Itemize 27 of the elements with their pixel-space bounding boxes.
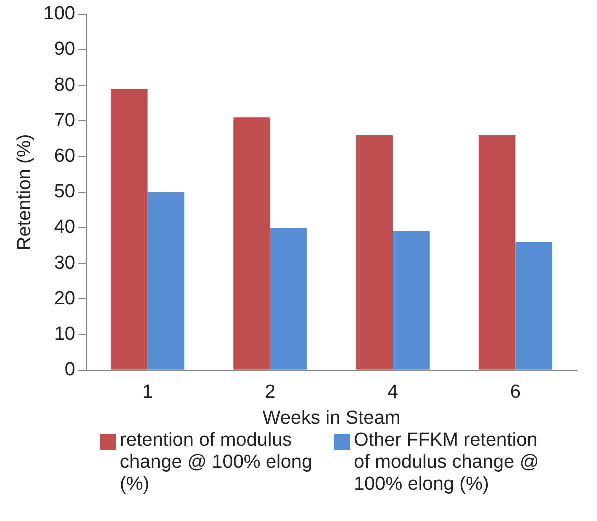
y-axis-title: Retention (%): [14, 134, 36, 250]
y-tick-label: 10: [54, 324, 76, 346]
y-tick-label: 70: [54, 110, 76, 132]
x-tick-label: 1: [142, 382, 154, 404]
y-tick-label: 100: [44, 4, 76, 25]
legend-label: retention of modulus change @ 100% elong (%): [120, 430, 314, 496]
y-tick-label: 30: [54, 252, 76, 274]
x-axis-title: Weeks in Steam: [262, 408, 401, 429]
y-tick-label: 0: [64, 360, 76, 381]
bar: [148, 192, 185, 370]
bar: [356, 135, 394, 370]
bar: [393, 232, 430, 370]
y-tick-label: 20: [54, 288, 76, 310]
bar: [516, 242, 552, 370]
x-tick-label: 6: [510, 382, 521, 404]
y-tick-label: 80: [54, 74, 76, 96]
y-tick-label: 40: [54, 217, 76, 238]
y-tick-label: 60: [54, 146, 76, 168]
x-tick-label: 2: [265, 382, 276, 404]
x-tick-label: 4: [388, 382, 399, 404]
legend-label: Other FFKM retention of modulus change @ 100% elong (%): [354, 430, 540, 496]
y-tick-label: 90: [54, 39, 76, 60]
bar: [111, 89, 148, 370]
bar: [270, 228, 308, 370]
y-tick-label: 50: [54, 182, 76, 203]
bar: [234, 118, 270, 370]
bar: [478, 135, 516, 370]
